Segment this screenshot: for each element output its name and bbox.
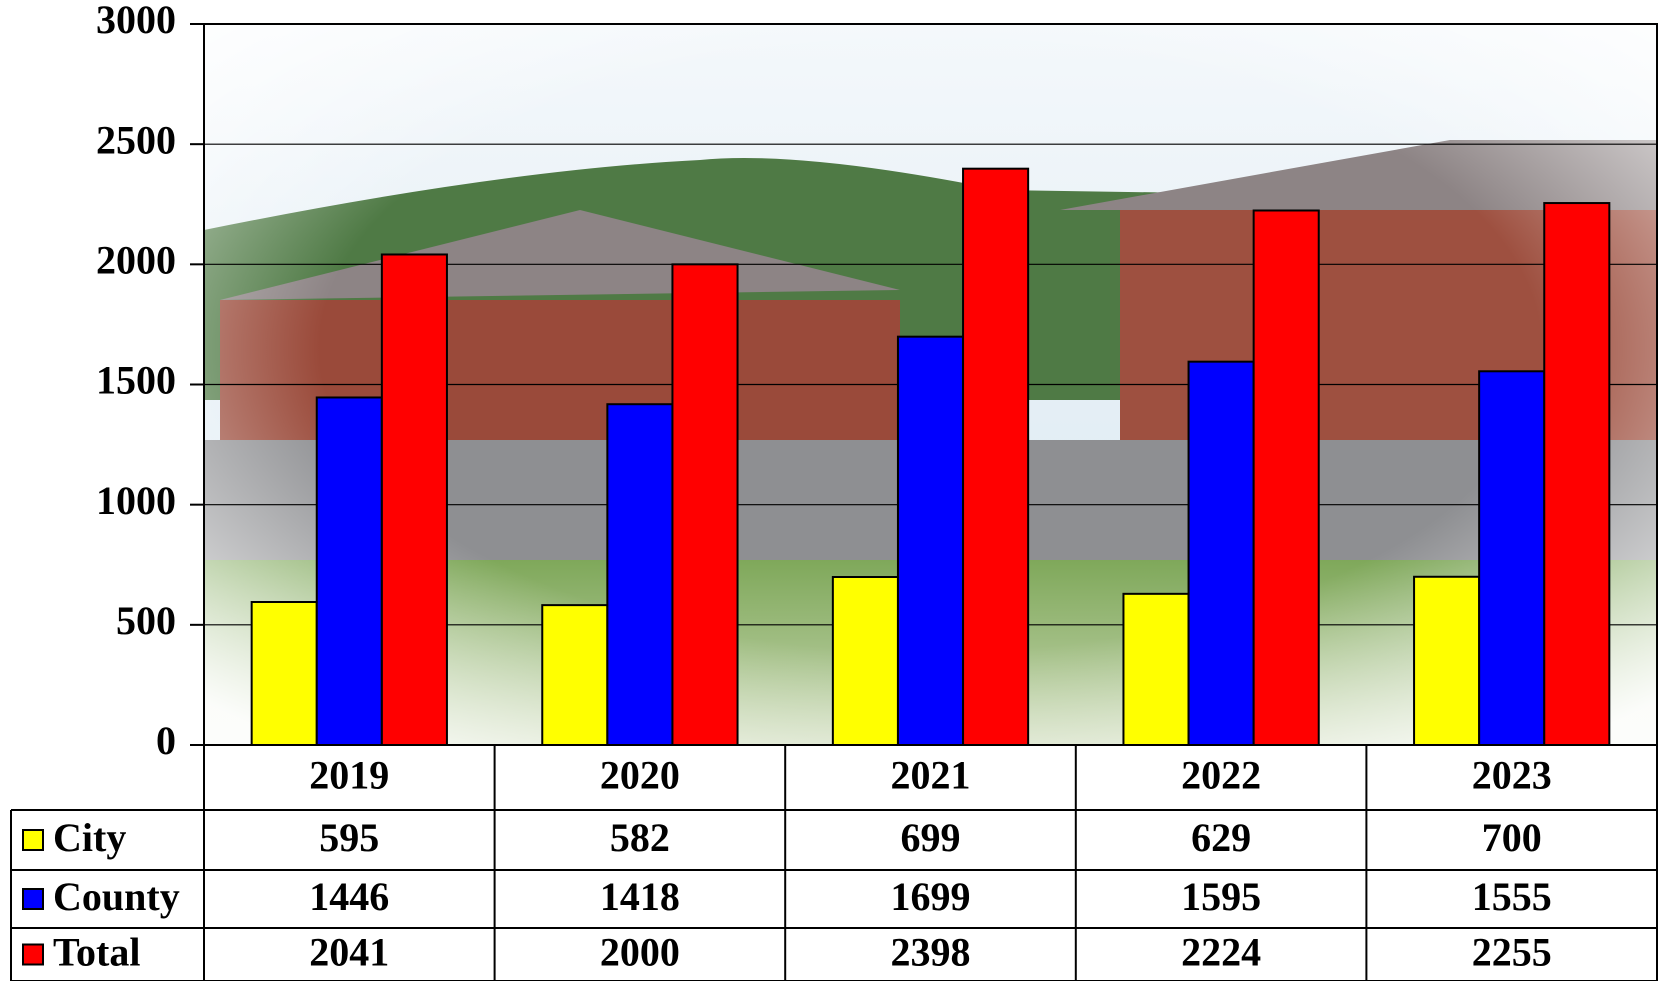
bar xyxy=(1478,370,1546,746)
bar xyxy=(1252,209,1320,747)
table-value: 1418 xyxy=(600,874,680,919)
y-tick-label: 1000 xyxy=(96,478,176,523)
legend-label: County xyxy=(53,874,180,919)
legend-swatch xyxy=(22,888,44,910)
y-tick-label: 2000 xyxy=(96,238,176,283)
bar xyxy=(1187,360,1255,746)
table-value: 2398 xyxy=(891,930,971,975)
table-value: 629 xyxy=(1191,815,1251,860)
x-tick-label: 2022 xyxy=(1181,753,1261,798)
bar xyxy=(962,167,1030,746)
bar xyxy=(250,601,318,746)
data-table: 2019 595 1446 2041 2020 582 1418 2000 2021 699 169… xyxy=(10,745,1658,981)
table-value: 1555 xyxy=(1472,874,1552,919)
y-tick-label: 1500 xyxy=(96,358,176,403)
legend-swatch xyxy=(22,943,44,966)
x-tick-label: 2023 xyxy=(1472,753,1552,798)
x-tick-label: 2019 xyxy=(309,753,389,798)
table-value: 699 xyxy=(901,815,961,860)
y-tick-label: 0 xyxy=(156,718,176,763)
table-value: 1699 xyxy=(891,874,971,919)
bar xyxy=(831,576,899,747)
table-value: 595 xyxy=(319,815,379,860)
bar xyxy=(315,396,383,746)
table-value: 2000 xyxy=(600,930,680,975)
x-tick-label: 2020 xyxy=(600,753,680,798)
table-value: 2041 xyxy=(309,930,389,975)
legend-label: City xyxy=(53,815,126,860)
table-value: 700 xyxy=(1482,815,1542,860)
plot-border xyxy=(203,23,1658,746)
y-tick-label: 2500 xyxy=(96,117,176,162)
bars xyxy=(250,167,1611,747)
legend-label: Total xyxy=(53,930,140,975)
x-tick-label: 2021 xyxy=(891,753,971,798)
bar xyxy=(541,604,609,746)
legend-swatch xyxy=(22,829,44,851)
table-value: 2255 xyxy=(1472,930,1552,975)
bar xyxy=(1122,592,1190,746)
table-value: 1595 xyxy=(1181,874,1261,919)
bar xyxy=(1543,202,1611,746)
bar xyxy=(380,253,448,746)
table-value: 2224 xyxy=(1181,930,1261,975)
bar xyxy=(1413,575,1481,746)
table-value: 582 xyxy=(610,815,670,860)
y-tick-label: 500 xyxy=(116,598,176,643)
table-value: 1446 xyxy=(309,874,389,919)
bar xyxy=(606,403,674,746)
bar xyxy=(896,335,965,746)
y-tick-label: 3000 xyxy=(96,0,176,42)
bar xyxy=(671,263,739,746)
